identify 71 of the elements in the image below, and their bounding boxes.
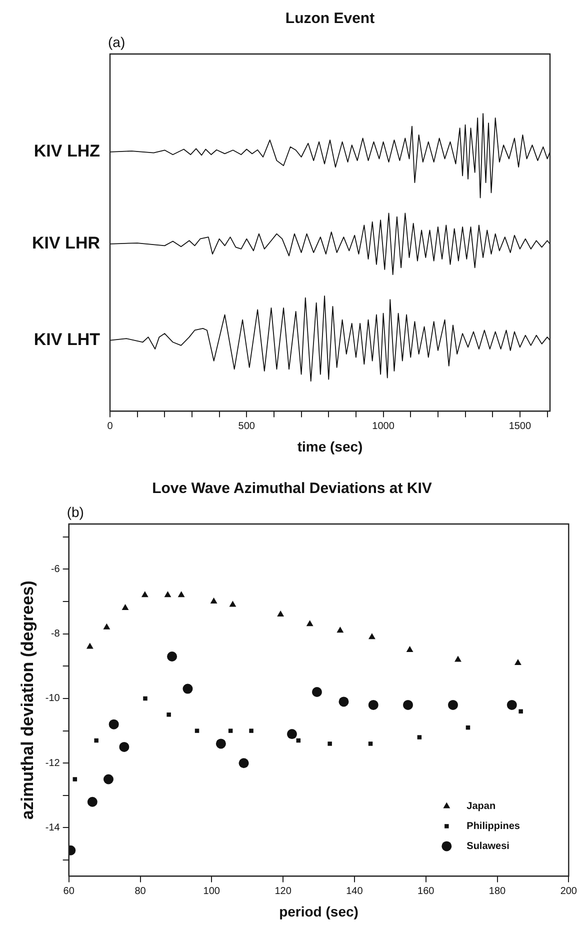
point (178, 591, 185, 598)
point (368, 700, 378, 710)
text: (b) (66, 504, 84, 520)
point (87, 796, 98, 807)
chart-title: Love Wave Azimuthal Deviations at KIV (152, 480, 432, 498)
point (368, 742, 373, 746)
point (312, 687, 322, 698)
series-label: KIV LHT (34, 330, 101, 350)
point (194, 728, 200, 733)
point (406, 646, 414, 652)
point (119, 742, 130, 752)
x-tick-label: 1500 (508, 420, 532, 432)
point (454, 656, 462, 662)
legend-label: Sulawesi (466, 840, 510, 852)
point (141, 591, 148, 598)
point (182, 684, 193, 694)
y-tick-label: -10 (45, 693, 60, 704)
x-tick-label: 60 (63, 886, 75, 897)
x-tick-label: 1000 (372, 420, 395, 432)
point (94, 738, 98, 743)
point (228, 728, 233, 733)
point (506, 700, 517, 710)
x-tick-label: 160 (418, 886, 435, 897)
x-tick-label: 500 (238, 420, 256, 432)
y-axis-title: azimuthal deviation (degrees) (18, 580, 37, 820)
point (448, 700, 458, 710)
point (166, 712, 171, 717)
point (328, 742, 332, 746)
point (514, 658, 522, 665)
y-tick-label: -8 (50, 628, 60, 640)
point (72, 777, 78, 782)
series-label: KIV LHR (32, 234, 100, 253)
series-label: KIV LHZ (34, 142, 100, 161)
point (306, 620, 314, 626)
x-tick-label: 0 (107, 420, 114, 432)
point (108, 719, 119, 730)
point (249, 728, 254, 733)
point (417, 735, 422, 740)
point (286, 729, 297, 740)
point (210, 598, 218, 604)
point (167, 651, 178, 662)
point (338, 696, 349, 707)
x-tick-label: 80 (134, 886, 146, 897)
point (277, 610, 284, 616)
legend-label: Philippines (466, 820, 520, 832)
point (86, 642, 94, 649)
point (216, 738, 226, 749)
text: (a) (108, 34, 126, 50)
x-tick-label: 100 (203, 886, 220, 897)
x-tick-label: 140 (346, 886, 364, 897)
x-tick-label: 180 (488, 886, 506, 897)
point (518, 709, 523, 714)
point (368, 633, 376, 640)
y-tick-label: -6 (50, 564, 60, 575)
y-tick-label: -12 (45, 758, 60, 769)
point (143, 696, 148, 701)
point (403, 700, 414, 710)
point (164, 591, 172, 598)
point (103, 623, 110, 630)
x-tick-label: 120 (274, 886, 292, 897)
point (122, 604, 129, 610)
x-tick-label: 200 (560, 886, 578, 897)
point (103, 774, 114, 784)
x-axis-title: period (sec) (279, 903, 358, 920)
point (229, 600, 236, 607)
y-tick-label: -14 (45, 822, 60, 834)
legend-label: Japan (466, 800, 496, 812)
point (238, 758, 249, 768)
x-axis-title: time (sec) (297, 438, 363, 454)
point (336, 626, 344, 633)
chart-title: Luzon Event (285, 10, 375, 28)
